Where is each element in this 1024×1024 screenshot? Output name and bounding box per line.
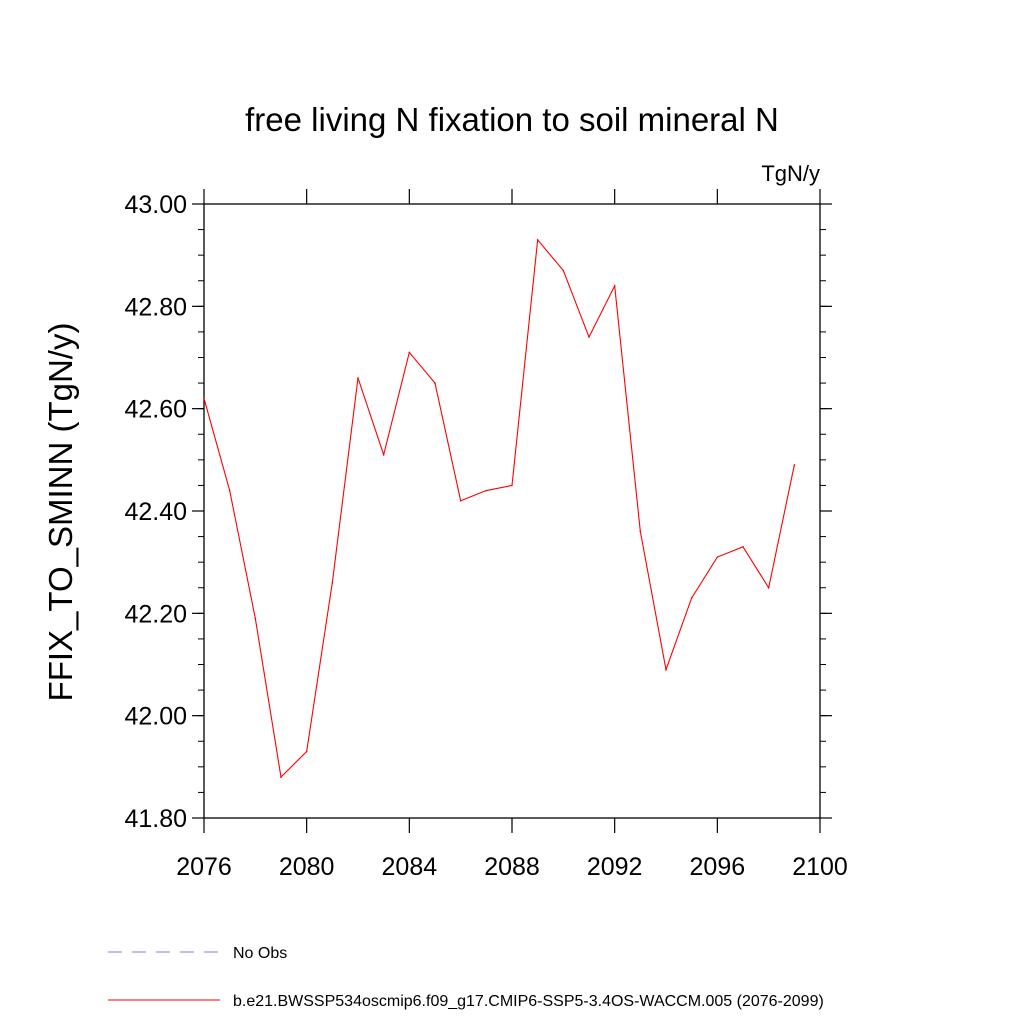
series-group (203, 238, 796, 779)
data-point (562, 269, 565, 272)
data-point (767, 586, 770, 589)
x-tick-label: 2080 (279, 853, 335, 881)
data-point (742, 546, 744, 548)
x-tick-label: 2096 (690, 853, 746, 881)
series-line-0 (203, 238, 795, 779)
data-point (485, 489, 488, 492)
data-point (228, 489, 231, 492)
data-point (511, 484, 513, 487)
data-point (203, 397, 205, 400)
data-point (331, 581, 334, 584)
data-point (613, 285, 616, 287)
data-point (408, 351, 411, 354)
data-point (280, 776, 282, 778)
chart-title: free living N fixation to soil mineral N (245, 101, 779, 138)
data-point (588, 336, 590, 338)
data-point (793, 464, 796, 466)
y-axis-label: FFIX_TO_SMINN (TgN/y) (42, 323, 79, 702)
data-point (382, 453, 385, 456)
legend-label-model: b.e21.BWSSP534oscmip6.f09_g17.CMIP6-SSP5… (233, 993, 824, 1010)
data-point (716, 556, 719, 558)
x-tick-label: 2088 (484, 853, 540, 881)
y-tick-label: 42.60 (124, 396, 187, 424)
y-tick-label: 43.00 (124, 191, 187, 219)
data-point (459, 499, 462, 502)
x-tick-label: 2100 (792, 853, 848, 881)
units-label: TgN/y (761, 161, 820, 186)
data-point (434, 382, 436, 384)
plot-frame (203, 203, 821, 819)
data-point (690, 597, 693, 599)
legend-label-no-obs: No Obs (233, 945, 287, 962)
data-point (665, 668, 667, 671)
x-tick-label: 2076 (176, 853, 232, 881)
x-tick-labels: 2076 2080 2084 2088 2092 2096 2100 (176, 853, 848, 881)
y-tick-label: 42.80 (124, 293, 187, 321)
data-point (357, 377, 359, 379)
data-point (639, 530, 642, 533)
x-tick-label: 2084 (382, 853, 438, 881)
data-point (305, 750, 308, 753)
y-tick-label: 42.40 (124, 498, 187, 526)
data-point (254, 617, 257, 620)
y-tick-label: 42.20 (124, 600, 187, 628)
y-tick-label: 42.00 (124, 703, 187, 731)
axis-ticks (192, 189, 832, 833)
data-point (536, 239, 539, 241)
x-tick-label: 2092 (587, 853, 643, 881)
y-tick-labels: 41.80 42.00 42.20 42.40 42.60 42.80 43.00 (124, 191, 187, 833)
legend: No Obs b.e21.BWSSP534oscmip6.f09_g17.CMI… (108, 945, 824, 1010)
y-tick-label: 41.80 (124, 805, 187, 833)
